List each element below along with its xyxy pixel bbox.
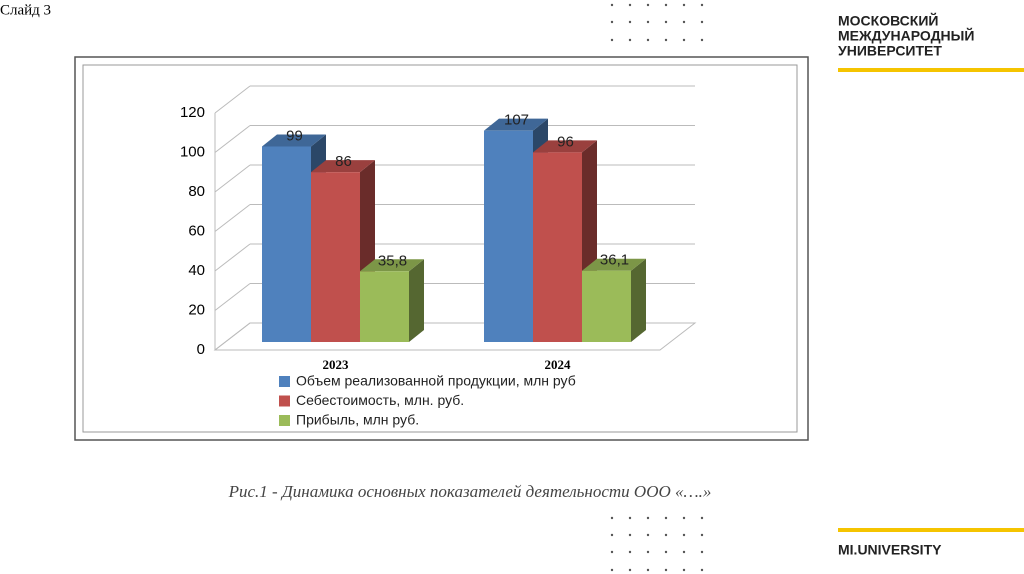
grid-line	[214, 283, 251, 311]
dot-grid	[610, 3, 704, 572]
data-label: 99	[286, 127, 303, 144]
legend-swatch	[279, 395, 290, 407]
dot	[610, 550, 614, 554]
data-label: 36,1	[600, 252, 629, 269]
bar-side	[409, 259, 424, 342]
dot	[628, 516, 632, 520]
logo-line: МОСКОВСКИЙ	[838, 12, 938, 29]
logo-line: МЕЖДУНАРОДНЫЙ	[838, 27, 974, 44]
bar-top	[533, 140, 597, 153]
dot	[610, 516, 614, 520]
dot	[664, 38, 668, 42]
y-tick-label: 100	[180, 143, 205, 160]
chart-frame	[74, 56, 809, 441]
bar	[262, 146, 311, 342]
bar	[360, 271, 409, 342]
bar	[582, 270, 631, 342]
y-tick-label: 60	[188, 222, 205, 239]
dot	[664, 568, 668, 572]
bar-side	[631, 258, 646, 342]
bar	[484, 130, 533, 342]
dot	[628, 550, 632, 554]
legend-label: Объем реализованной продукции, млн руб	[296, 373, 576, 389]
dot	[628, 568, 632, 572]
caption: Рис.1 - Динамика основных показателей де…	[228, 482, 712, 501]
bar-top	[262, 134, 326, 147]
slide-label: Слайд 3	[0, 2, 51, 18]
grid-line	[214, 125, 251, 153]
x-tick-label: 2024	[545, 357, 572, 372]
accent-line	[838, 68, 1024, 72]
bar	[311, 172, 360, 342]
accent-line	[838, 528, 1024, 532]
dot	[682, 20, 686, 24]
dot	[610, 20, 614, 24]
dot	[682, 533, 686, 537]
dot	[646, 568, 650, 572]
grid-line	[214, 85, 251, 114]
footer-logo: MI.UNIVERSITY	[838, 542, 942, 558]
dot	[682, 568, 686, 572]
x-tick-label: 2023	[323, 357, 350, 372]
logo-line: УНИВЕРСИТЕТ	[838, 43, 942, 59]
grid-line	[214, 322, 251, 351]
dot	[610, 3, 614, 7]
dot	[700, 3, 704, 7]
dot	[610, 533, 614, 537]
dot	[628, 20, 632, 24]
bar-top	[582, 258, 646, 271]
dot	[682, 550, 686, 554]
dot	[664, 550, 668, 554]
dot	[610, 568, 614, 572]
dot	[646, 533, 650, 537]
grid-line	[214, 204, 251, 232]
dot	[700, 550, 704, 554]
dot	[646, 516, 650, 520]
dot	[700, 533, 704, 537]
dot	[664, 533, 668, 537]
y-tick-label: 40	[188, 262, 205, 279]
dot	[628, 533, 632, 537]
dot	[646, 20, 650, 24]
dot	[646, 550, 650, 554]
bar	[533, 152, 582, 342]
dot	[610, 38, 614, 42]
y-tick-label: 0	[197, 341, 205, 358]
bar-top	[484, 118, 548, 131]
dot	[664, 3, 668, 7]
dot	[682, 3, 686, 7]
grid-line	[214, 164, 251, 193]
dot	[700, 38, 704, 42]
dot	[664, 20, 668, 24]
bar-top	[311, 160, 375, 173]
dot	[628, 3, 632, 7]
chart-inner-frame	[82, 64, 798, 433]
legend-swatch	[279, 415, 290, 426]
legend-label: Прибыль, млн руб.	[296, 412, 419, 428]
y-tick-label: 20	[188, 301, 205, 318]
dot	[664, 516, 668, 520]
dot	[700, 516, 704, 520]
data-label: 86	[335, 153, 352, 170]
bar-top	[360, 259, 424, 272]
dot	[700, 568, 704, 572]
legend-swatch	[279, 376, 290, 387]
dot	[700, 20, 704, 24]
data-label: 35,8	[378, 252, 407, 269]
y-tick-label: 80	[188, 183, 205, 200]
data-label: 96	[557, 133, 574, 150]
dot	[682, 516, 686, 520]
dot	[628, 38, 632, 42]
dot	[682, 38, 686, 42]
legend-label: Себестоимость, млн. руб.	[296, 392, 464, 408]
y-tick-label: 120	[180, 104, 205, 121]
grid-line	[214, 243, 251, 272]
dot	[646, 38, 650, 42]
data-label: 107	[504, 112, 529, 129]
dot	[646, 3, 650, 7]
